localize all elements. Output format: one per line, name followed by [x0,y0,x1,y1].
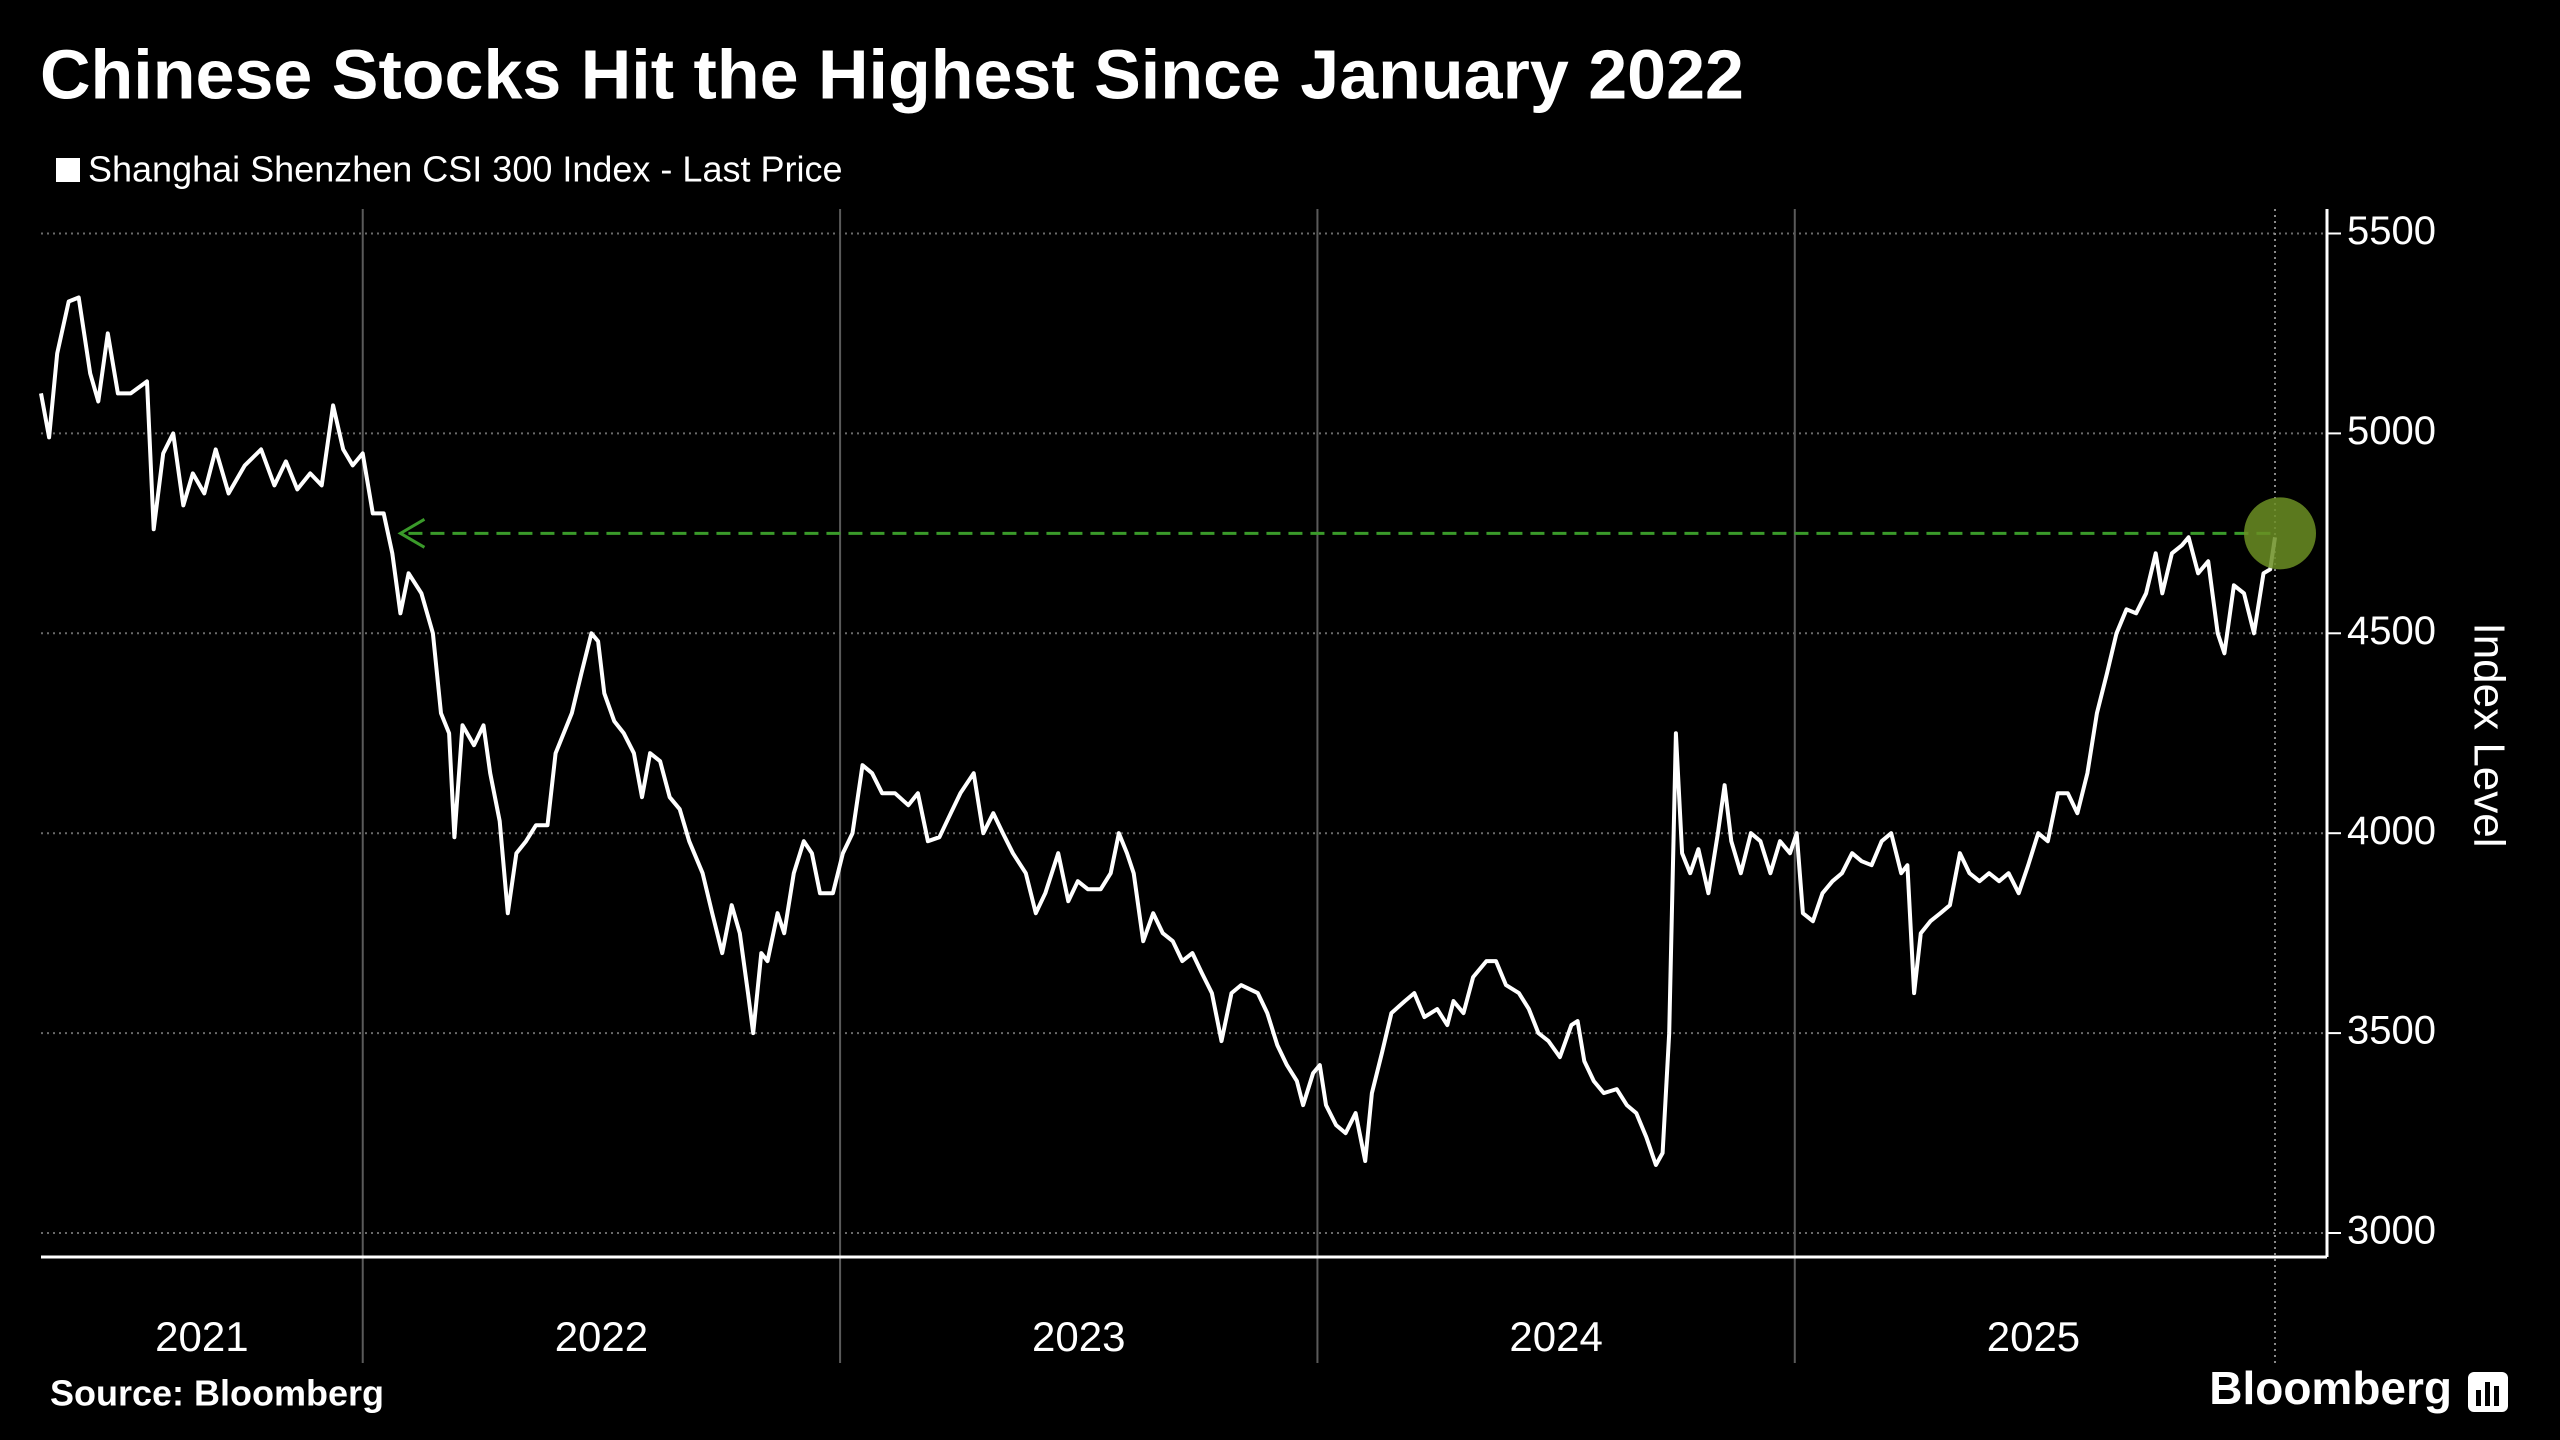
brand: Bloomberg [2209,1362,2452,1414]
y-axis-title: Index Level [2464,622,2513,847]
legend-swatch [56,158,80,182]
y-tick-label: 4000 [2347,809,2436,853]
x-tick-label: 2023 [1032,1313,1125,1360]
x-tick-label: 2022 [555,1313,648,1360]
data-line [39,295,2277,1167]
y-tick-label: 3500 [2347,1009,2436,1053]
highlight-dot [2244,497,2316,570]
highlight-arrow [397,518,426,549]
y-tick-label: 4500 [2347,609,2436,653]
source: Source: Bloomberg [50,1373,384,1414]
chart-title: Chinese Stocks Hit the Highest Since Jan… [40,35,1744,113]
y-tick-label: 5500 [2347,209,2436,253]
brand-icon [2468,1372,2508,1412]
x-tick-label: 2025 [1987,1313,2080,1360]
x-tick-label: 2021 [155,1313,248,1360]
y-tick-label: 5000 [2347,409,2436,453]
y-tick-label: 3000 [2347,1209,2436,1253]
x-tick-label: 2024 [1509,1313,1602,1360]
legend-label: Shanghai Shenzhen CSI 300 Index - Last P… [88,149,843,190]
